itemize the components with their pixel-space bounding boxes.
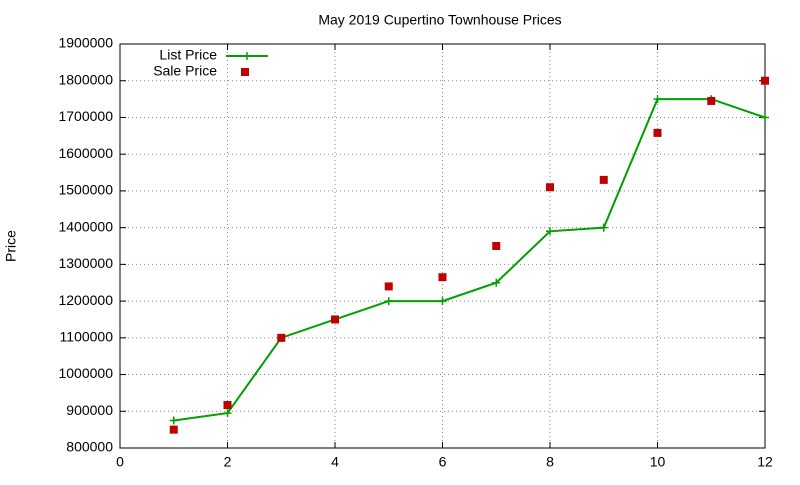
point bbox=[546, 227, 554, 236]
point bbox=[653, 128, 662, 137]
point bbox=[492, 242, 501, 250]
y-tick-label: 1100000 bbox=[60, 329, 114, 345]
point bbox=[492, 278, 501, 287]
x-tick-label: 10 bbox=[650, 454, 666, 470]
y-tick-label: 1500000 bbox=[58, 182, 113, 198]
point bbox=[384, 282, 393, 291]
point bbox=[277, 333, 286, 342]
x-tick-label: 4 bbox=[331, 454, 339, 470]
x-tick-label: 8 bbox=[546, 454, 554, 470]
x-tick-label: 12 bbox=[757, 454, 773, 470]
point bbox=[384, 297, 393, 306]
point bbox=[331, 315, 339, 324]
y-tick-label: 1400000 bbox=[58, 218, 113, 234]
legend-label: List Price bbox=[159, 47, 217, 63]
y-axis-label: Price bbox=[3, 230, 19, 262]
legend-marker bbox=[243, 52, 251, 60]
y-tick-label: 1000000 bbox=[58, 365, 113, 381]
line bbox=[173, 98, 766, 422]
point bbox=[438, 273, 447, 282]
y-tick-label: 1300000 bbox=[58, 255, 113, 271]
y-tick-label: 1200000 bbox=[58, 292, 113, 308]
point bbox=[169, 425, 178, 434]
y-tick-label: 1600000 bbox=[58, 145, 113, 161]
point bbox=[653, 95, 662, 104]
legend-label: Sale Price bbox=[153, 63, 217, 79]
plot-frame bbox=[119, 43, 766, 449]
chart-title: May 2019 Cupertino Townhouse Prices bbox=[318, 12, 561, 28]
x-tick-label: 2 bbox=[224, 454, 232, 470]
x-tick-label: 0 bbox=[116, 454, 124, 470]
point bbox=[223, 409, 232, 418]
y-tick-label: 1700000 bbox=[58, 108, 113, 124]
y-tick-label: 1900000 bbox=[58, 35, 113, 51]
y-tick-label: 800000 bbox=[66, 439, 113, 455]
point bbox=[438, 297, 447, 306]
point bbox=[599, 223, 608, 232]
x-tick-label: 6 bbox=[439, 454, 447, 470]
point bbox=[546, 183, 554, 192]
y-tick-label: 1800000 bbox=[58, 71, 113, 87]
point bbox=[707, 96, 716, 105]
point bbox=[599, 175, 608, 184]
point bbox=[761, 113, 769, 122]
point bbox=[223, 401, 232, 410]
legend-marker bbox=[241, 68, 249, 76]
point bbox=[761, 76, 769, 85]
y-tick-label: 900000 bbox=[66, 402, 113, 418]
point bbox=[169, 416, 178, 425]
